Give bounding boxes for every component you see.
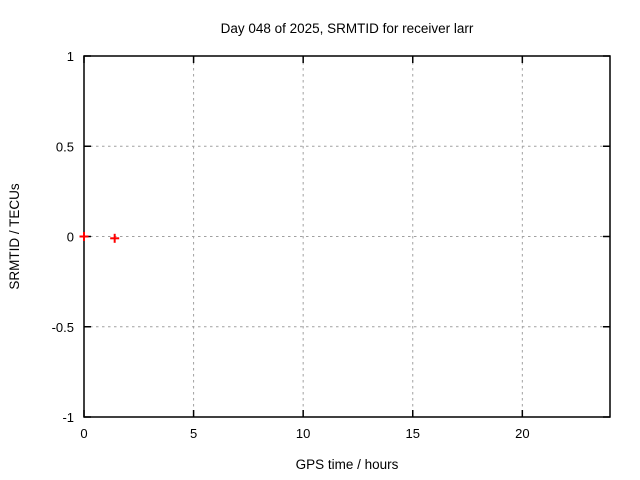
y-axis-label: SRMTID / TECUs xyxy=(7,183,22,290)
x-tick-label: 10 xyxy=(296,426,310,441)
y-tick-label: -0.5 xyxy=(52,320,74,335)
x-tick-label: 0 xyxy=(80,426,87,441)
y-tick-label: 0.5 xyxy=(56,139,74,154)
chart-title: Day 048 of 2025, SRMTID for receiver lar… xyxy=(221,21,474,36)
x-tick-label: 5 xyxy=(190,426,197,441)
y-tick-label: 0 xyxy=(67,230,74,245)
y-tick-label: -1 xyxy=(62,410,74,425)
grid-layer xyxy=(84,56,610,417)
data-series-layer xyxy=(79,232,120,243)
x-axis-label: GPS time / hours xyxy=(296,457,399,472)
tick-label-layer: 0 5 10 15 20 1 0.5 0 -0.5 -1 xyxy=(52,49,530,441)
x-tick-label: 15 xyxy=(406,426,420,441)
x-tick-label: 20 xyxy=(515,426,529,441)
y-tick-label: 1 xyxy=(67,49,74,64)
